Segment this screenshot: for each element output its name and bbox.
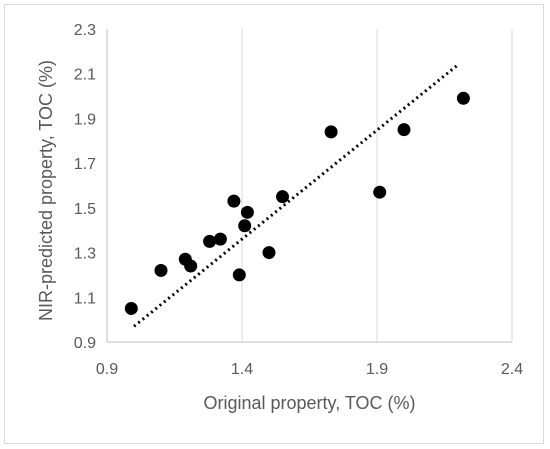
y-tick-label: 2.1 (74, 67, 96, 84)
x-tick-label: 2.4 (501, 361, 523, 378)
x-tick-label: 1.9 (366, 361, 388, 378)
data-point (276, 190, 289, 204)
data-point (373, 185, 387, 199)
data-point (456, 91, 470, 105)
gridlines (241, 29, 513, 342)
y-tick-label: 2.3 (74, 22, 96, 39)
y-tick-label: 1.5 (74, 201, 96, 218)
x-tick-labels: 0.9 1.4 1.9 2.4 (96, 361, 523, 378)
x-tick-label: 1.4 (231, 361, 253, 378)
data-point (203, 234, 217, 248)
chart-frame (4, 4, 544, 444)
data-point (262, 246, 276, 260)
y-tick-label: 1.1 (74, 290, 96, 307)
data-point (238, 219, 252, 233)
x-axis-title: Original property, TOC (%) (203, 393, 415, 413)
trendline (133, 63, 459, 328)
y-tick-labels: 0.9 1.1 1.3 1.5 1.7 1.9 2.1 2.3 (74, 22, 96, 352)
data-point (184, 259, 198, 273)
data-point (397, 123, 411, 137)
data-point (227, 194, 241, 208)
y-tick-label: 1.3 (74, 246, 96, 263)
data-point (232, 268, 246, 282)
data-points (124, 91, 470, 315)
data-point (154, 263, 168, 277)
x-tick-label: 0.9 (96, 361, 118, 378)
data-point (240, 205, 254, 219)
y-tick-label: 1.9 (74, 111, 96, 128)
y-axis-title: NIR-predicted property, TOC (%) (36, 60, 56, 321)
y-tick-label: 1.7 (74, 156, 96, 173)
data-point (324, 125, 338, 139)
y-tick-label: 0.9 (74, 335, 96, 352)
data-point (213, 232, 227, 246)
trendline-group (133, 63, 459, 328)
data-point (124, 301, 138, 315)
